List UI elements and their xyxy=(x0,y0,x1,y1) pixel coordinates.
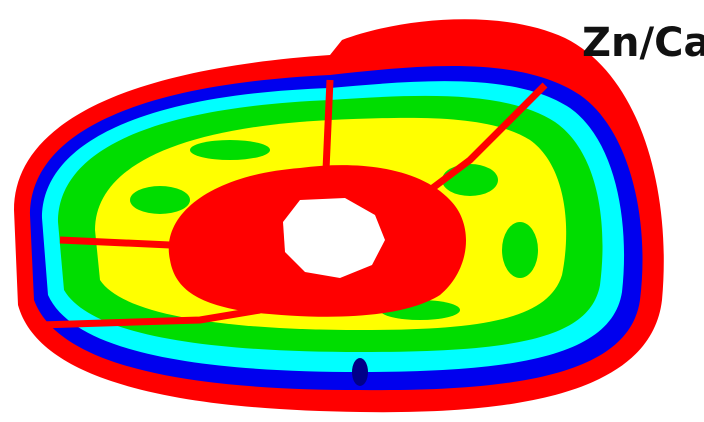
element-label: Zn/Ca xyxy=(582,20,704,66)
otolith-map xyxy=(14,19,664,413)
cracks xyxy=(39,79,548,329)
central-hole xyxy=(283,198,385,278)
dark-spot xyxy=(352,358,368,386)
green-patches xyxy=(130,140,538,320)
